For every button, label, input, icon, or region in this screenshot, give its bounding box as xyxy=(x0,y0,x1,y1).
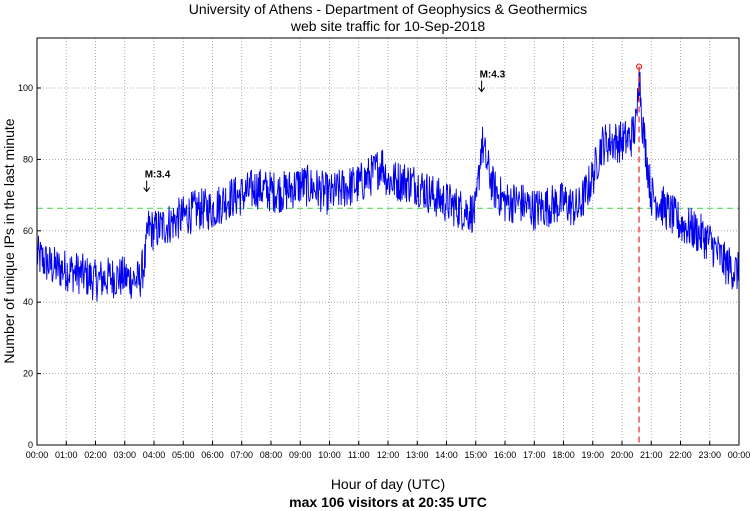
chart-title: University of Athens - Department of Geo… xyxy=(189,1,587,17)
x-tick-label: 00:00 xyxy=(26,450,49,460)
x-tick-label: 03:00 xyxy=(113,450,136,460)
x-tick-label: 05:00 xyxy=(172,450,195,460)
x-tick-label: 02:00 xyxy=(84,450,107,460)
annotation-label: M:3.4 xyxy=(145,170,171,181)
x-tick-label: 23:00 xyxy=(698,450,721,460)
x-tick-label: 06:00 xyxy=(201,450,224,460)
y-axis-label: Number of unique IPs in the last minute xyxy=(1,118,17,363)
max-summary: max 106 visitors at 20:35 UTC xyxy=(289,494,487,510)
x-tick-label: 19:00 xyxy=(581,450,604,460)
chart-subtitle: web site traffic for 10-Sep-2018 xyxy=(290,18,486,34)
annotation-label: M:4.3 xyxy=(480,70,506,81)
x-tick-label: 17:00 xyxy=(523,450,546,460)
x-axis-label: Hour of day (UTC) xyxy=(331,476,445,492)
x-tick-label: 14:00 xyxy=(435,450,458,460)
annotations: M:3.4 M:4.3 xyxy=(143,70,506,193)
x-tick-label: 04:00 xyxy=(143,450,166,460)
y-axis-ticks: 0 20 40 60 80 100 xyxy=(18,83,41,450)
x-tick-label: 22:00 xyxy=(669,450,692,460)
x-tick-label: 15:00 xyxy=(464,450,487,460)
plot-frame xyxy=(36,37,740,446)
x-tick-label: 07:00 xyxy=(230,450,253,460)
x-tick-label: 12:00 xyxy=(377,450,400,460)
annotation-arrowhead xyxy=(143,187,151,193)
y-tick-label: 0 xyxy=(28,440,33,450)
grid-lines xyxy=(37,38,739,445)
x-tick-label: 20:00 xyxy=(611,450,634,460)
x-tick-label: 18:00 xyxy=(552,450,575,460)
y-tick-label: 100 xyxy=(18,83,33,93)
y-tick-label: 60 xyxy=(23,226,33,236)
x-tick-label: 00:00 xyxy=(728,450,750,460)
y-tick-label: 20 xyxy=(23,369,33,379)
x-tick-label: 13:00 xyxy=(406,450,429,460)
y-tick-label: 80 xyxy=(23,154,33,164)
x-tick-label: 09:00 xyxy=(289,450,312,460)
x-tick-label: 16:00 xyxy=(494,450,517,460)
x-axis-ticks: 00:00 01:00 02:00 03:00 04:00 05:00 06:00 07:00… xyxy=(26,441,750,460)
x-tick-label: 11:00 xyxy=(348,450,370,460)
x-tick-label: 21:00 xyxy=(640,450,663,460)
annotation-arrowhead xyxy=(478,87,485,93)
max-marker-dot xyxy=(635,63,643,70)
x-tick-label: 01:00 xyxy=(55,450,78,460)
x-tick-label: 10:00 xyxy=(318,450,341,460)
x-tick-label: 08:00 xyxy=(260,450,283,460)
y-tick-label: 40 xyxy=(23,297,33,307)
series-line xyxy=(36,66,740,302)
